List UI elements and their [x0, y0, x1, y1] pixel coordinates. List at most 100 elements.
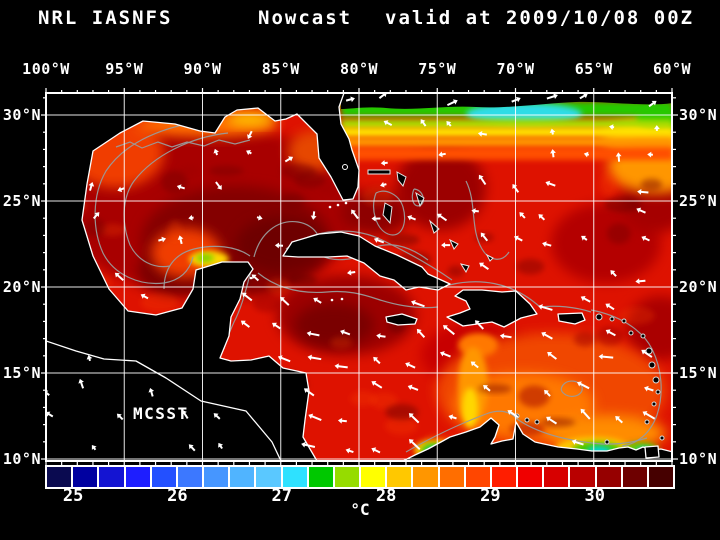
current-vector-arrow [511, 96, 521, 103]
sst-mottle [280, 163, 317, 180]
islet [249, 276, 253, 280]
islet [344, 201, 348, 205]
axis-ticks [41, 88, 678, 467]
current-vector-arrow [579, 93, 588, 100]
colorbar-segment [282, 467, 307, 487]
current-vector-arrow [240, 320, 251, 328]
current-vector-arrow [483, 384, 491, 392]
current-vector-arrow [177, 235, 184, 245]
colorbar-tick: 30 [584, 486, 605, 506]
sst-band [341, 147, 672, 160]
bahamas-island [459, 263, 470, 274]
colorbar-segment [73, 467, 98, 487]
lon-axis-label: 65°W [574, 60, 613, 78]
sst-blob [294, 303, 374, 347]
landmass [385, 313, 418, 326]
colorbar-segment [151, 467, 176, 487]
current-vector-arrow [615, 152, 622, 162]
sst-mottle [386, 233, 420, 246]
contour-line [590, 309, 662, 447]
current-vector-arrow [46, 411, 54, 418]
colorbar-segment [47, 467, 72, 487]
lon-axis-label: 70°W [496, 60, 535, 78]
colorbar-segment [596, 467, 621, 487]
lon-axis-label: 75°W [418, 60, 457, 78]
current-vector-arrow [448, 414, 457, 420]
sst-mottle [516, 258, 545, 275]
current-vector-arrow [598, 353, 614, 360]
colorbar-segment [518, 467, 543, 487]
sst-mottle [596, 326, 624, 346]
title-valid-time: valid at 2009/10/08 00Z [385, 7, 695, 29]
lat-axis-label-left: 25°N [2, 192, 41, 210]
antilles-island [655, 389, 661, 395]
current-vector-arrow [188, 444, 196, 452]
current-vector-arrow [188, 214, 194, 221]
bahamas-island [382, 202, 393, 225]
islet [336, 203, 340, 207]
current-vector-arrow [637, 188, 649, 195]
current-vector-arrow [438, 151, 446, 158]
current-vector-arrow [580, 295, 591, 303]
current-vector-arrow [407, 215, 416, 221]
antilles-island [595, 313, 603, 321]
current-vector-arrow [313, 297, 322, 304]
current-vector-arrow [507, 409, 519, 418]
landmass [446, 289, 538, 328]
colorbar-tick: 28 [375, 486, 397, 506]
current-vector-arrow [251, 274, 260, 282]
sst-mottle [282, 193, 305, 211]
current-vector-arrow [380, 181, 387, 188]
lake-okeechobee [342, 164, 348, 170]
sst-mottle [540, 417, 576, 427]
current-vector-arrow [581, 235, 588, 241]
contour-line [465, 180, 510, 260]
current-vector-arrow [549, 128, 556, 135]
sst-mottle [179, 165, 201, 177]
sst-mottle [99, 223, 126, 237]
current-vector-arrow [576, 381, 590, 390]
landmass [402, 417, 672, 461]
sst-map-canvas [41, 88, 678, 467]
sst-mottle [362, 186, 393, 206]
colorbar-tick-labels: 25 26 27 28 29 30 [0, 486, 720, 506]
current-vector-arrow [246, 149, 252, 156]
sst-mottle [599, 173, 618, 197]
current-vector-arrow [408, 413, 420, 424]
current-vector-arrow [647, 151, 653, 158]
current-vector-arrow [182, 410, 189, 419]
sst-mottle [288, 273, 317, 287]
sst-mottle [167, 220, 182, 242]
colorbar-tick: 27 [271, 486, 292, 506]
sst-mottle [161, 170, 188, 194]
colorbar [45, 465, 675, 489]
current-vector-arrow [546, 416, 558, 425]
antilles-island [524, 417, 530, 423]
sst-mottle [370, 392, 398, 409]
lat-axis-label-right: 30°N [679, 106, 718, 124]
colorbar-segment [387, 467, 412, 487]
current-vector-arrow [580, 408, 591, 420]
current-vector-arrow [544, 389, 551, 397]
current-vector-arrow [376, 333, 386, 339]
current-vector-arrow [117, 186, 125, 193]
lon-axis-label: 60°W [652, 60, 692, 78]
current-vector-arrow [641, 349, 653, 358]
current-vector-arrow [641, 235, 650, 242]
bahamas-island [367, 169, 391, 175]
current-vector-arrow [538, 214, 546, 221]
colorbar-segment [230, 467, 255, 487]
antilles-island [628, 330, 634, 336]
colorbar-segment [413, 467, 438, 487]
islands [249, 164, 665, 445]
current-vector-arrow [405, 362, 416, 369]
current-vector-arrow [514, 235, 523, 242]
contour-line [560, 380, 583, 398]
sst-mottle [619, 306, 655, 325]
current-vector-arrow [116, 413, 124, 421]
colorbar-segment [570, 467, 595, 487]
antilles-island [609, 316, 615, 322]
colorbar-tick: 26 [167, 486, 188, 506]
current-vector-arrow [411, 300, 425, 308]
